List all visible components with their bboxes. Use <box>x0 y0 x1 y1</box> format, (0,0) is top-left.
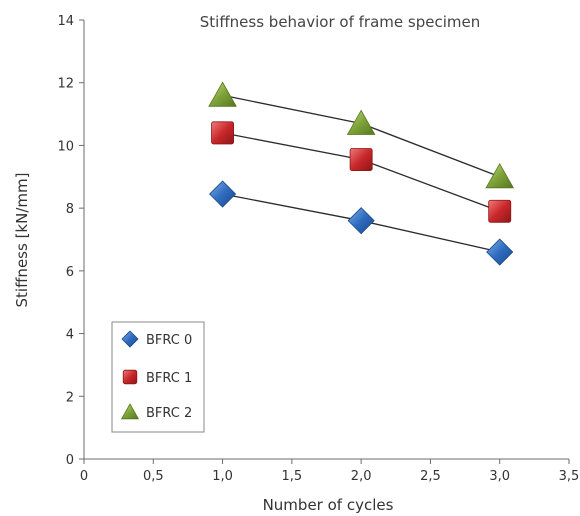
legend-marker-square <box>122 369 138 385</box>
x-tick-label: 2,0 <box>351 469 372 484</box>
y-ticks: 0 2 4 6 8 10 12 14 <box>57 14 84 468</box>
x-tick-label: 0 <box>80 469 88 484</box>
data-point-triangle <box>346 109 376 135</box>
data-point-diamond <box>209 180 237 208</box>
data-point-square <box>211 121 235 145</box>
legend-label: BFRC 1 <box>146 371 192 386</box>
x-axis-title: Number of cycles <box>263 496 394 514</box>
axes <box>83 20 569 460</box>
legend-label: BFRC 0 <box>146 333 192 348</box>
x-tick-label: 3,5 <box>559 469 580 484</box>
chart-title: Stiffness behavior of frame specimen <box>200 13 480 31</box>
y-tick-label: 8 <box>66 202 74 217</box>
legend-marker-triangle <box>120 403 140 420</box>
y-tick-label: 6 <box>66 265 74 280</box>
y-tick-label: 0 <box>66 453 74 468</box>
y-tick-label: 14 <box>57 14 74 29</box>
y-tick-label: 4 <box>66 328 74 343</box>
data-point-square <box>349 148 373 171</box>
x-tick-label: 2,5 <box>420 469 441 484</box>
x-tick-label: 0,5 <box>143 469 164 484</box>
data-point-diamond <box>486 238 514 266</box>
legend-marker-diamond <box>121 330 139 348</box>
data-point-triangle <box>208 81 237 107</box>
trend-line-segment <box>360 158 500 212</box>
y-tick-label: 2 <box>66 390 74 405</box>
y-tick-label: 10 <box>57 139 74 154</box>
x-ticks: 0 0,5 1,0 1,5 2,0 2,5 3,0 3,5 <box>80 459 579 484</box>
x-tick-label: 1,5 <box>282 469 303 484</box>
legend-label: BFRC 2 <box>146 406 192 421</box>
trend-lines <box>222 94 500 253</box>
data-point-square <box>488 199 512 223</box>
trend-line-segment <box>360 122 500 178</box>
y-tick-label: 12 <box>57 77 74 92</box>
data-point-triangle <box>485 162 515 189</box>
trend-line-segment <box>222 94 362 125</box>
trend-line-segment <box>222 132 362 161</box>
legend: BFRC 0 BFRC 1 BFRC 2 <box>111 321 205 433</box>
data-point-diamond <box>347 207 375 235</box>
x-tick-label: 1,0 <box>212 469 233 484</box>
x-tick-label: 3,0 <box>489 469 510 484</box>
trend-line-segment <box>222 193 362 222</box>
trend-line-segment <box>360 220 500 253</box>
y-axis-title: Stiffness [kN/mm] <box>13 173 31 308</box>
data-markers <box>208 81 515 266</box>
